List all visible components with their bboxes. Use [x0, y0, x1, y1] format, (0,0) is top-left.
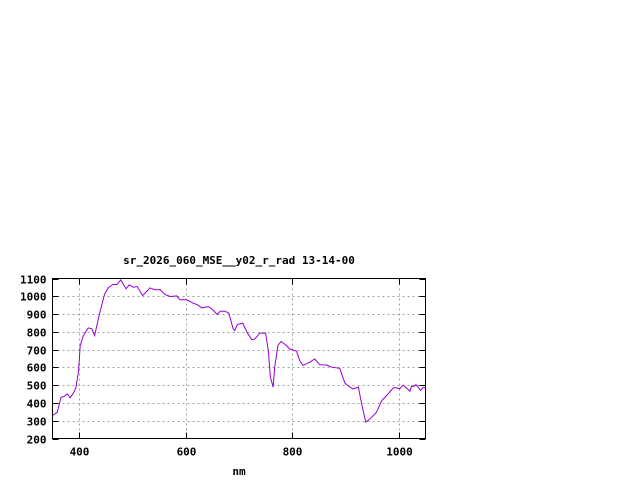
y-tick-label: 1100	[20, 274, 47, 287]
y-tick-label: 300	[27, 416, 47, 429]
y-tick-label: 500	[27, 380, 47, 393]
y-tick-label: 400	[27, 398, 47, 411]
chart-title: sr_2026_060_MSE__y02_r_rad 13-14-00	[123, 254, 355, 267]
plot-border	[52, 278, 426, 439]
y-tick-label: 600	[27, 362, 47, 375]
x-tick-label: 800	[283, 446, 303, 459]
y-tick-label: 200	[27, 434, 47, 447]
y-tick-label: 800	[27, 327, 47, 340]
y-tick-label: 900	[27, 309, 47, 322]
grid	[52, 278, 426, 439]
x-axis-label: nm	[232, 465, 246, 478]
x-tick-label: 1000	[386, 446, 413, 459]
y-tick-label: 700	[27, 345, 47, 358]
x-axis: 400 600 800 1000	[70, 278, 413, 459]
x-tick-label: 400	[70, 446, 90, 459]
y-tick-label: 1000	[20, 291, 47, 304]
series-line	[52, 279, 426, 423]
y-axis: 200 300 400 500 600 700 800 900 1000 1100	[20, 274, 426, 447]
x-tick-label: 600	[177, 446, 197, 459]
